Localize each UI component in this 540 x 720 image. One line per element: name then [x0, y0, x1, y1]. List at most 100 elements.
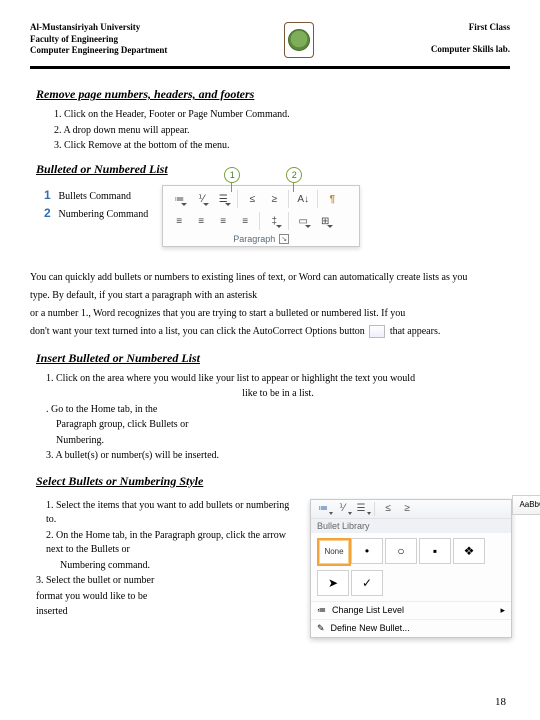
- bullet-option-none[interactable]: None: [317, 538, 351, 566]
- body-para-1: You can quickly add bullets or numbers t…: [30, 271, 510, 285]
- list-item: 2. A drop down menu will appear.: [54, 124, 510, 139]
- page-header: Al-Mustansiriyah University Faculty of E…: [30, 22, 510, 58]
- define-new-bullet-label: Define New Bullet...: [331, 623, 410, 633]
- list-item: 1. Click on the Header, Footer or Page N…: [54, 108, 510, 123]
- body-para-4: don't want your text turned into a list,…: [30, 325, 510, 339]
- list-item: Numbering.: [56, 434, 510, 449]
- logo-icon: [288, 29, 310, 51]
- numbering-icon[interactable]: ⅟: [334, 502, 350, 516]
- list-item: 1. Click on the area where you would lik…: [46, 372, 510, 387]
- section-remove-title: Remove page numbers, headers, and footer…: [36, 87, 510, 102]
- list-item: 1. Select the items that you want to add…: [46, 499, 296, 528]
- header-divider: [30, 66, 510, 69]
- separator: [288, 212, 289, 230]
- paragraph-ribbon: 1 2 ≔ ⅟ ☰ ≤ ≥ A↓: [162, 183, 360, 247]
- separator: [237, 190, 238, 208]
- body-para-2: type. By default, if you start a paragra…: [30, 289, 510, 303]
- list-icon: ≔: [317, 605, 326, 616]
- align-justify-icon[interactable]: ≡: [235, 212, 255, 231]
- body-para-4b: that appears.: [390, 326, 441, 337]
- marker-2: 2: [44, 205, 56, 221]
- list-item: 3. Click Remove at the bottom of the men…: [54, 139, 510, 154]
- list-item: format you would like to be: [36, 590, 296, 605]
- shading-icon[interactable]: ▭: [293, 212, 313, 231]
- align-center-icon[interactable]: ≡: [191, 212, 211, 231]
- separator: [317, 190, 318, 208]
- bullet-option-square[interactable]: ▪: [419, 538, 451, 564]
- sort-icon[interactable]: A↓: [293, 190, 313, 209]
- bullet-library-heading: Bullet Library: [311, 519, 511, 533]
- bullet-library-wrap: ≔ ⅟ ☰ ≤ ≥ AaBbCcDc Bullet Library None •…: [304, 495, 512, 638]
- increase-indent-icon[interactable]: ≥: [399, 502, 415, 516]
- faculty-name: Faculty of Engineering: [30, 34, 167, 46]
- page-number: 18: [495, 696, 506, 708]
- style-preview: AaBbCcDc: [512, 495, 540, 515]
- list-item: 3. A bullet(s) or number(s) will be inse…: [46, 449, 510, 464]
- university-logo: [284, 22, 314, 58]
- list-item: . Go to the Home tab, in the: [46, 403, 510, 418]
- callout-2: 2: [286, 167, 302, 183]
- section-remove-steps: 1. Click on the Header, Footer or Page N…: [54, 108, 510, 154]
- decrease-indent-icon[interactable]: ≤: [242, 190, 262, 209]
- align-left-icon[interactable]: ≡: [169, 212, 189, 231]
- borders-icon[interactable]: ⊞: [315, 212, 335, 231]
- dialog-launcher-icon[interactable]: ↘: [279, 234, 289, 244]
- bullet-option-circle[interactable]: ○: [385, 538, 417, 564]
- paragraph-label-text: Paragraph: [233, 234, 275, 244]
- multilevel-icon[interactable]: ☰: [353, 502, 369, 516]
- bullet-option-dot[interactable]: •: [351, 538, 383, 564]
- department-name: Computer Engineering Department: [30, 45, 167, 57]
- change-list-level[interactable]: ≔ Change List Level ▸: [311, 601, 511, 619]
- list-item: inserted: [36, 605, 296, 620]
- paragraph-group: ≔ ⅟ ☰ ≤ ≥ A↓ ¶ ≡ ≡ ≡ ≡ ‡: [162, 185, 360, 247]
- section-style-steps: 1. Select the items that you want to add…: [46, 499, 296, 621]
- bullet-lib-toolbar: ≔ ⅟ ☰ ≤ ≥ AaBbCcDc: [311, 500, 511, 519]
- list-item: like to be in a list.: [46, 387, 510, 402]
- class-label: First Class: [431, 22, 510, 34]
- bullets-icon[interactable]: ≔: [315, 502, 331, 516]
- line-spacing-icon[interactable]: ‡: [264, 212, 284, 231]
- pen-icon: ✎: [317, 623, 325, 634]
- numbering-command-label: Numbering Command: [59, 209, 149, 220]
- section-insert-steps: 1. Click on the area where you would lik…: [46, 372, 510, 464]
- header-right: First Class Computer Skills lab.: [431, 22, 510, 55]
- chevron-right-icon: ▸: [500, 605, 505, 616]
- bullets-icon[interactable]: ≔: [169, 190, 189, 209]
- command-labels: 1 Bullets Command 2 Numbering Command: [44, 187, 148, 222]
- bullets-command-row: 1 Bullets Command: [44, 187, 148, 204]
- university-name: Al-Mustansiriyah University: [30, 22, 167, 34]
- list-item: Paragraph group, click Bullets or: [56, 418, 510, 433]
- paragraph-group-label: Paragraph ↘: [169, 234, 353, 244]
- autocorrect-options-icon: [369, 325, 385, 338]
- bulleted-row: 1 Bullets Command 2 Numbering Command 1 …: [30, 183, 510, 247]
- pilcrow-icon[interactable]: ¶: [322, 190, 342, 209]
- decrease-indent-icon[interactable]: ≤: [380, 502, 396, 516]
- numbering-command-row: 2 Numbering Command: [44, 205, 148, 222]
- bullet-option-check[interactable]: ✓: [351, 570, 383, 596]
- separator: [259, 212, 260, 230]
- align-right-icon[interactable]: ≡: [213, 212, 233, 231]
- body-para-4a: don't want your text turned into a list,…: [30, 326, 365, 337]
- numbering-icon[interactable]: ⅟: [191, 190, 211, 209]
- change-list-level-label: Change List Level: [332, 605, 404, 615]
- section-style-title: Select Bullets or Numbering Style: [36, 474, 510, 489]
- marker-1: 1: [44, 187, 56, 203]
- bullet-option-diamond[interactable]: ❖: [453, 538, 485, 564]
- bullet-grid: None • ○ ▪ ❖ ➤ ✓: [311, 533, 511, 601]
- define-new-bullet[interactable]: ✎ Define New Bullet...: [311, 619, 511, 637]
- separator: [288, 190, 289, 208]
- bullet-option-arrow[interactable]: ➤: [317, 570, 349, 596]
- body-para-3: or a number 1., Word recognizes that you…: [30, 307, 510, 321]
- bullets-command-label: Bullets Command: [59, 191, 132, 202]
- list-item: 2. On the Home tab, in the Paragraph gro…: [46, 529, 296, 558]
- list-item: Numbering command.: [60, 559, 296, 574]
- multilevel-icon[interactable]: ☰: [213, 190, 233, 209]
- list-item: 3. Select the bullet or number: [36, 574, 296, 589]
- callouts: 1 2: [224, 167, 302, 183]
- bullet-library-popup: ≔ ⅟ ☰ ≤ ≥ AaBbCcDc Bullet Library None •…: [310, 499, 512, 638]
- callout-1: 1: [224, 167, 240, 183]
- increase-indent-icon[interactable]: ≥: [264, 190, 284, 209]
- header-left: Al-Mustansiriyah University Faculty of E…: [30, 22, 167, 57]
- separator: [374, 502, 375, 516]
- lab-label: Computer Skills lab.: [431, 44, 510, 56]
